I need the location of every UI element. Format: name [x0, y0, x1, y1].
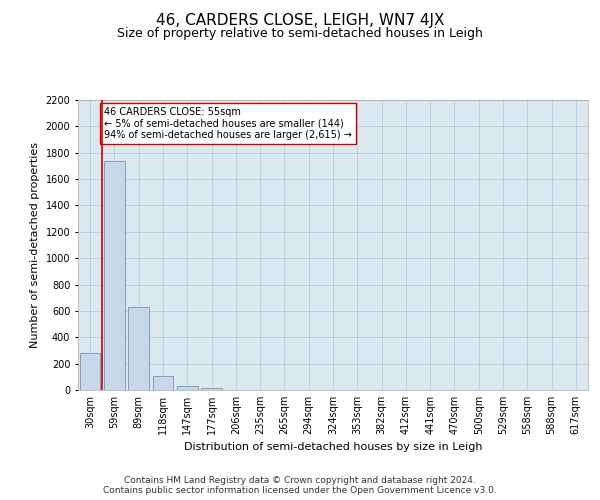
- Text: Contains HM Land Registry data © Crown copyright and database right 2024.
Contai: Contains HM Land Registry data © Crown c…: [103, 476, 497, 495]
- Text: Size of property relative to semi-detached houses in Leigh: Size of property relative to semi-detach…: [117, 28, 483, 40]
- Bar: [152, 376, 173, 390]
- Bar: [104, 160, 125, 390]
- Bar: [80, 353, 100, 390]
- Bar: [128, 307, 149, 390]
- Text: 46 CARDERS CLOSE: 55sqm
← 5% of semi-detached houses are smaller (144)
94% of se: 46 CARDERS CLOSE: 55sqm ← 5% of semi-det…: [104, 106, 352, 140]
- Text: Distribution of semi-detached houses by size in Leigh: Distribution of semi-detached houses by …: [184, 442, 482, 452]
- Y-axis label: Number of semi-detached properties: Number of semi-detached properties: [30, 142, 40, 348]
- Bar: [201, 388, 222, 390]
- Bar: [177, 386, 197, 390]
- Text: 46, CARDERS CLOSE, LEIGH, WN7 4JX: 46, CARDERS CLOSE, LEIGH, WN7 4JX: [156, 12, 444, 28]
